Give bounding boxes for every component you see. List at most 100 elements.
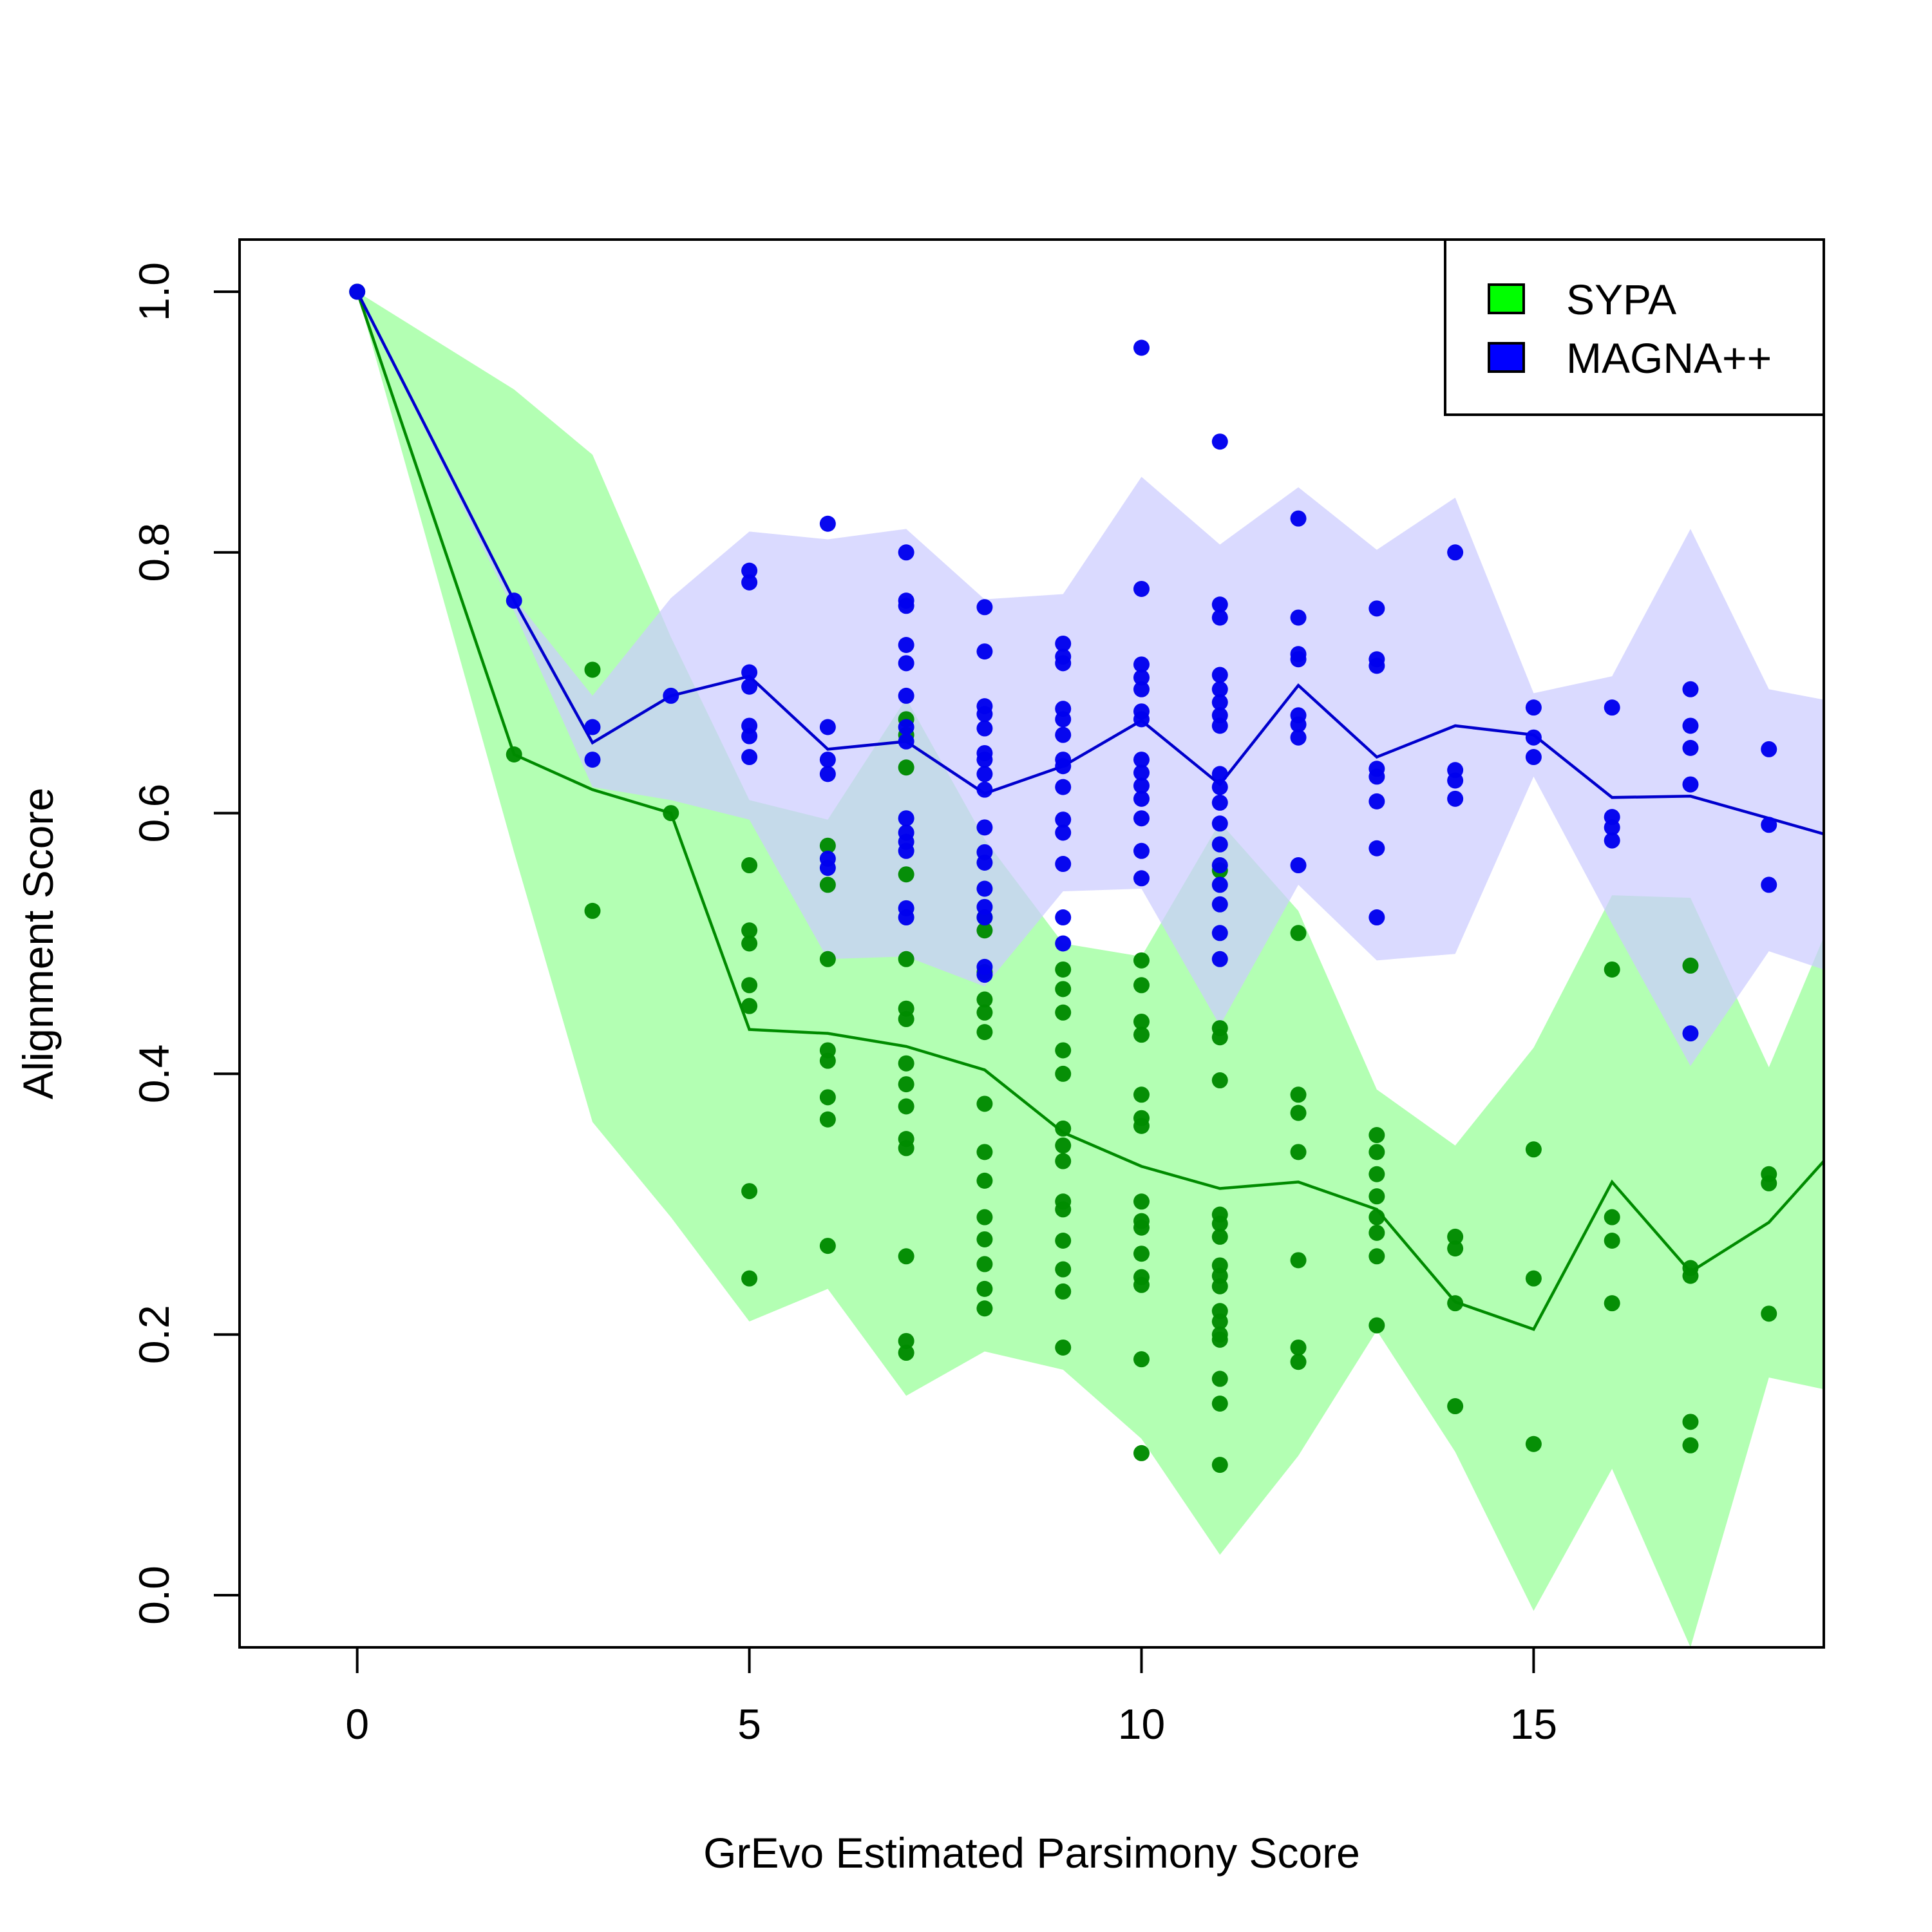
series-points <box>349 283 1777 1473</box>
point-magna <box>741 664 758 681</box>
point-sypa <box>976 1231 993 1247</box>
point-sypa <box>1055 1065 1072 1082</box>
point-sypa <box>898 951 914 967</box>
point-magna <box>1133 580 1150 597</box>
point-magna <box>1211 596 1228 613</box>
point-sypa <box>898 759 914 776</box>
y-axis-title: Alignment Score <box>14 788 62 1099</box>
point-sypa <box>1761 1305 1777 1322</box>
point-magna <box>898 733 914 750</box>
point-sypa <box>1055 1339 1072 1356</box>
point-magna <box>819 766 836 782</box>
point-magna <box>1133 681 1150 697</box>
point-magna <box>1368 840 1385 857</box>
point-magna <box>976 781 993 798</box>
point-magna <box>1211 717 1228 734</box>
point-magna <box>741 728 758 744</box>
point-magna <box>1211 857 1228 874</box>
point-sypa <box>1682 1437 1699 1454</box>
point-magna <box>976 706 993 723</box>
point-sypa <box>1055 1153 1072 1170</box>
point-sypa <box>1368 1188 1385 1205</box>
point-sypa <box>1682 957 1699 974</box>
x-tick-label: 15 <box>1510 1700 1557 1748</box>
point-sypa <box>1133 1351 1150 1368</box>
point-magna <box>1133 842 1150 859</box>
point-magna <box>741 678 758 695</box>
point-magna <box>898 636 914 653</box>
point-sypa <box>819 837 836 854</box>
legend-swatch-magna <box>1488 342 1525 373</box>
point-sypa <box>976 1256 993 1273</box>
point-sypa <box>898 1098 914 1115</box>
point-sypa <box>976 1209 993 1226</box>
point-magna <box>1133 764 1150 781</box>
point-magna <box>1290 729 1307 746</box>
point-magna <box>741 562 758 579</box>
point-sypa <box>1055 1261 1072 1278</box>
point-sypa <box>506 746 522 763</box>
point-magna <box>898 598 914 614</box>
point-sypa <box>1055 1201 1072 1218</box>
point-sypa <box>819 951 836 967</box>
point-magna <box>898 655 914 672</box>
point-magna <box>1211 876 1228 893</box>
point-sypa <box>1447 1228 1464 1245</box>
point-magna <box>1604 699 1620 716</box>
point-magna <box>1368 600 1385 617</box>
point-magna <box>1055 811 1072 828</box>
point-sypa <box>1211 1228 1228 1245</box>
point-magna <box>506 592 522 609</box>
point-magna <box>1055 726 1072 743</box>
point-sypa <box>1133 1276 1150 1293</box>
point-sypa <box>1447 1240 1464 1257</box>
point-sypa <box>1525 1141 1542 1158</box>
point-magna <box>1290 609 1307 626</box>
point-sypa <box>898 1140 914 1157</box>
point-sypa <box>1133 1027 1150 1043</box>
point-sypa <box>1211 1395 1228 1412</box>
point-magna <box>898 909 914 926</box>
point-magna <box>1368 658 1385 674</box>
point-sypa <box>1211 1331 1228 1348</box>
point-magna <box>1290 510 1307 527</box>
x-axis: 0 5 10 15 <box>345 1646 1557 1748</box>
point-magna <box>1055 856 1072 873</box>
point-magna <box>1447 790 1464 807</box>
point-magna <box>1211 794 1228 811</box>
point-sypa <box>1368 1166 1385 1182</box>
point-magna <box>1133 339 1150 356</box>
point-sypa <box>1447 1398 1464 1415</box>
point-sypa <box>1133 1117 1150 1134</box>
point-magna <box>1368 909 1385 926</box>
point-sypa <box>976 1004 993 1021</box>
point-sypa <box>741 998 758 1014</box>
point-magna <box>898 842 914 859</box>
point-magna <box>819 860 836 876</box>
point-sypa <box>1604 961 1620 978</box>
point-sypa <box>898 1345 914 1361</box>
point-magna <box>1211 609 1228 626</box>
point-sypa <box>1447 1295 1464 1312</box>
point-sypa <box>1290 1144 1307 1160</box>
point-magna <box>1055 909 1072 926</box>
point-sypa <box>1055 981 1072 998</box>
point-sypa <box>1055 1137 1072 1154</box>
point-sypa <box>1211 1457 1228 1473</box>
point-sypa <box>1133 1086 1150 1103</box>
point-magna <box>1211 896 1228 913</box>
point-magna <box>1525 749 1542 766</box>
point-magna <box>1211 433 1228 450</box>
y-tick-label: 1.0 <box>130 262 178 321</box>
point-magna <box>819 752 836 768</box>
point-magna <box>898 810 914 827</box>
point-magna <box>1055 635 1072 652</box>
point-sypa <box>1211 1215 1228 1232</box>
point-sypa <box>1133 1444 1150 1461</box>
point-sypa <box>1133 1013 1150 1030</box>
point-sypa <box>1211 1029 1228 1046</box>
point-sypa <box>976 1300 993 1317</box>
point-magna <box>1133 810 1150 827</box>
point-sypa <box>741 1183 758 1200</box>
point-magna <box>1525 699 1542 716</box>
